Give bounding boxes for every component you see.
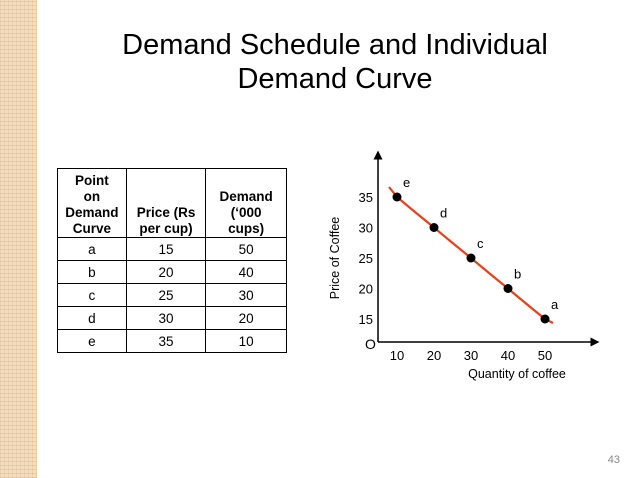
header-point: Point on Demand Curve bbox=[57, 168, 127, 238]
table-cell: 35 bbox=[125, 329, 207, 353]
point-label-c: c bbox=[477, 236, 484, 251]
y-tick-label: 25 bbox=[359, 251, 373, 266]
y-tick-label: 15 bbox=[359, 312, 373, 327]
x-tick-label: 40 bbox=[501, 348, 515, 363]
header-demand-line: Demand bbox=[219, 189, 273, 204]
table-cell: d bbox=[57, 306, 127, 330]
header-demand-line: (‘000 bbox=[230, 205, 262, 220]
point-label-b: b bbox=[514, 267, 521, 282]
x-tick-label: 50 bbox=[538, 348, 552, 363]
y-tick-label: 30 bbox=[359, 221, 373, 236]
point-label-d: d bbox=[440, 206, 447, 221]
data-point-a bbox=[540, 314, 550, 324]
x-tick-label: 10 bbox=[390, 348, 404, 363]
header-price: Price (Rs per cup) bbox=[125, 168, 207, 238]
header-point-line: Curve bbox=[72, 221, 112, 236]
slide-title-line-1: Demand Schedule and Individual bbox=[122, 29, 548, 61]
data-point-d bbox=[429, 223, 439, 232]
header-demand: Demand (‘000 cups) bbox=[205, 168, 287, 238]
decorative-side-stripe bbox=[0, 0, 37, 478]
demand-curve-chart: O Quantity of coffee Price of Coffee 15 2… bbox=[328, 150, 600, 381]
table-cell: 30 bbox=[125, 306, 207, 330]
header-point-line: Point bbox=[75, 173, 109, 188]
table-cell: 20 bbox=[125, 260, 207, 284]
point-label-e: e bbox=[403, 175, 410, 190]
origin-label: O bbox=[365, 336, 376, 352]
table-cell: 40 bbox=[205, 260, 287, 284]
table-row: a 15 50 bbox=[57, 237, 287, 261]
demand-schedule-table: Point on Demand Curve Price (Rs per cup)… bbox=[57, 168, 287, 353]
header-demand-line: cups) bbox=[228, 221, 265, 236]
table-cell: b bbox=[57, 260, 127, 284]
data-points: e d c b a bbox=[392, 175, 559, 324]
slide-title-line-2: Demand Curve bbox=[237, 63, 433, 95]
table-cell: c bbox=[57, 283, 127, 307]
y-tick-label: 35 bbox=[359, 190, 373, 205]
data-point-b bbox=[503, 284, 513, 293]
header-price-line: per cup) bbox=[139, 221, 193, 236]
table-cell: 20 bbox=[205, 306, 287, 330]
point-label-a: a bbox=[551, 297, 559, 312]
table-row: e 35 10 bbox=[57, 329, 287, 353]
x-tick-label: 30 bbox=[464, 348, 478, 363]
table-row: c 25 30 bbox=[57, 283, 287, 307]
y-tick-label: 20 bbox=[359, 282, 373, 297]
header-price-line: Price (Rs bbox=[136, 205, 196, 220]
table-row: b 20 40 bbox=[57, 260, 287, 284]
table-cell: 30 bbox=[205, 283, 287, 307]
table-cell: 50 bbox=[205, 237, 287, 261]
tick-labels: 15 20 25 30 35 10 20 30 40 50 bbox=[359, 190, 553, 363]
header-point-line: Demand bbox=[65, 205, 119, 220]
table-cell: 15 bbox=[125, 237, 207, 261]
table-cell: 10 bbox=[205, 329, 287, 353]
x-tick-label: 20 bbox=[427, 348, 441, 363]
data-point-e bbox=[392, 192, 402, 202]
table-cell: e bbox=[57, 329, 127, 353]
slide-title: Demand Schedule and Individual Demand Cu… bbox=[100, 28, 570, 96]
y-axis-label: Price of Coffee bbox=[328, 217, 342, 300]
data-point-c bbox=[466, 253, 476, 263]
table-cell: 25 bbox=[125, 283, 207, 307]
page-number: 43 bbox=[607, 454, 620, 466]
x-axis-label: Quantity of coffee bbox=[468, 367, 566, 381]
table-row: d 30 20 bbox=[57, 306, 287, 330]
table-header-row: Point on Demand Curve Price (Rs per cup)… bbox=[57, 168, 287, 238]
table-cell: a bbox=[57, 237, 127, 261]
header-point-line: on bbox=[83, 189, 101, 204]
